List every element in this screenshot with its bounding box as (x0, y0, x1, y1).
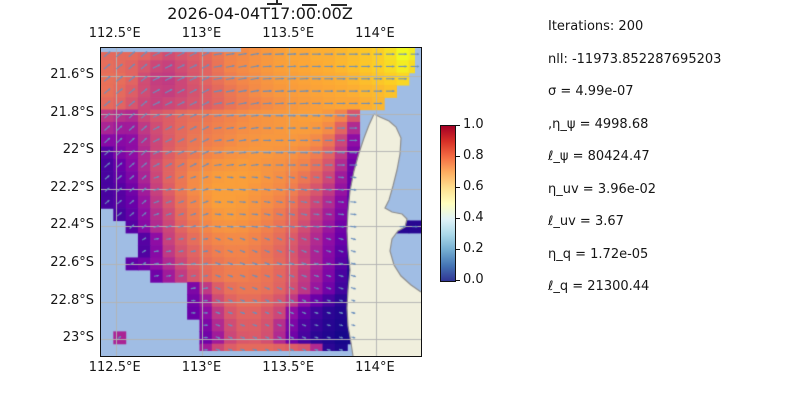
title-overbar-mark (276, 0, 278, 4)
x-tick-label-top: 112.5°E (88, 26, 141, 41)
x-tick-label-bottom: 112.5°E (88, 360, 141, 375)
colorbar-tickmark (456, 249, 460, 250)
title-overbar-mark (302, 4, 317, 6)
x-tick-label-bottom: 114°E (355, 360, 395, 375)
plot-title: 2026-04-04T17:00:00Z (167, 4, 353, 23)
stat-line: Iterations: 200 (548, 19, 644, 34)
y-tick-label: 22.6°S (50, 254, 94, 270)
stat-line: nll: -11973.852287695203 (548, 51, 722, 67)
y-tick-label: 22.2°S (50, 179, 94, 195)
colorbar (440, 125, 456, 282)
colorbar-tickmark (456, 187, 460, 188)
stat-line: η_q = 1.72e-05 (548, 246, 649, 262)
y-tick-label: 22°S (62, 142, 94, 158)
stat-line: η_uv = 3.96e-02 (548, 181, 657, 197)
colorbar-tickmark (456, 280, 460, 281)
x-tick-label-top: 114°E (355, 26, 395, 41)
colorbar-tick-label: 0.4 (463, 210, 484, 225)
colorbar-tick-label: 0.0 (463, 272, 484, 287)
x-tick-label-top: 113.5°E (262, 26, 315, 41)
stat-line: ℓ_uv = 3.67 (548, 214, 624, 229)
map-axes (100, 47, 422, 357)
colorbar-tickmark (456, 156, 460, 157)
colorbar-tickmark (456, 218, 460, 219)
stat-line: ℓ_q = 21300.44 (548, 279, 650, 294)
x-tick-label-bottom: 113°E (181, 360, 222, 375)
colorbar-tick-label: 0.2 (463, 241, 484, 256)
y-tick-label: 22.8°S (50, 292, 94, 308)
y-tick-label: 22.4°S (50, 217, 94, 233)
stat-line: σ = 4.99e-07 (548, 84, 634, 99)
colorbar-tick-label: 0.8 (463, 148, 484, 163)
y-tick-label: 23°S (62, 330, 94, 346)
colorbar-tick-label: 1.0 (463, 117, 484, 132)
stat-line: ℓ_ψ = 80424.47 (548, 149, 650, 164)
colorbar-tickmark (456, 125, 460, 126)
y-tick-label: 21.8°S (50, 104, 94, 120)
colorbar-tick-label: 0.6 (463, 179, 484, 194)
x-tick-label-bottom: 113.5°E (262, 360, 315, 375)
title-overbar-mark (331, 4, 347, 6)
x-tick-label-top: 113°E (181, 26, 222, 41)
y-tick-label: 21.6°S (50, 67, 94, 83)
title-overbar-mark (267, 3, 282, 5)
map-canvas (101, 48, 421, 356)
stat-line: ,η_ψ = 4998.68 (548, 116, 649, 132)
